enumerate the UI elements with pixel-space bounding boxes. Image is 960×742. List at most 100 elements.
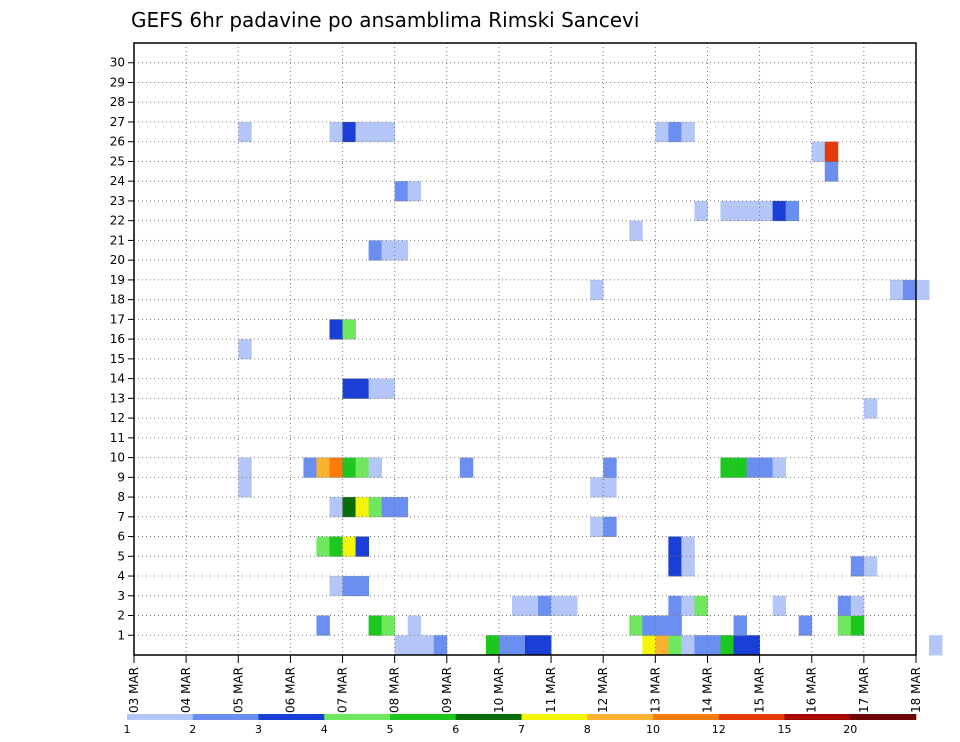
y-tick-label: 28 — [110, 95, 125, 109]
heatmap-cell — [342, 457, 356, 478]
heatmap-cell — [342, 378, 356, 399]
colorbar-swatch — [258, 714, 325, 720]
heatmap-cell — [668, 635, 682, 656]
colorbar-swatch — [587, 714, 654, 720]
heatmap-cell — [668, 595, 682, 616]
heatmap-cell — [316, 536, 330, 557]
heatmap-cell — [368, 121, 383, 143]
x-tick-label: 05 MAR — [231, 667, 245, 713]
heatmap-cell — [394, 181, 409, 202]
colorbar-swatch — [521, 714, 588, 720]
heatmap-cell — [759, 457, 774, 478]
heatmap-cell — [238, 477, 252, 498]
colorbar-label: 4 — [321, 723, 328, 736]
heatmap-cell — [394, 497, 409, 518]
x-tick-label: 08 MAR — [388, 667, 402, 713]
heatmap-cell — [381, 121, 396, 143]
heatmap-cell — [381, 615, 396, 636]
heatmap-cell — [720, 200, 734, 222]
heatmap-cell — [342, 319, 356, 340]
heatmap-cell — [368, 497, 383, 518]
heatmap-cell — [681, 635, 695, 656]
heatmap-cell — [681, 121, 695, 143]
heatmap-cell — [902, 279, 917, 301]
heatmap-cell — [655, 615, 669, 636]
heatmap-cell — [355, 457, 369, 478]
heatmap-cell — [720, 457, 734, 478]
heatmap-cell — [355, 378, 369, 399]
heatmap-cell — [629, 615, 643, 636]
colorbar-label: 20 — [843, 723, 857, 736]
heatmap-cell — [238, 457, 252, 478]
heatmap-cell — [381, 240, 396, 261]
heatmap-cell — [668, 536, 682, 557]
heatmap-cell — [929, 635, 943, 656]
heatmap-cell — [485, 635, 500, 656]
heatmap-cell — [733, 635, 747, 656]
heatmap-cell — [733, 457, 747, 478]
heatmap-cell — [603, 477, 617, 498]
y-tick-label: 23 — [110, 194, 125, 208]
heatmap-cell — [355, 576, 369, 597]
y-tick-label: 15 — [110, 352, 125, 366]
colorbar-label: 12 — [712, 723, 726, 736]
y-tick-label: 21 — [110, 233, 125, 247]
y-tick-label: 18 — [110, 293, 125, 307]
colorbar-swatch — [653, 714, 720, 720]
x-tick-label: 09 MAR — [440, 667, 454, 713]
y-tick-label: 27 — [110, 115, 125, 129]
plot-frame — [133, 42, 917, 656]
y-tick-label: 8 — [117, 490, 125, 504]
y-tick-label: 2 — [117, 609, 125, 623]
heatmap-cell — [355, 497, 369, 518]
y-tick-label: 12 — [110, 411, 125, 425]
heatmap-cell — [694, 200, 708, 222]
y-tick-label: 17 — [110, 312, 125, 326]
colorbar-label: 5 — [387, 723, 394, 736]
y-tick-label: 5 — [117, 549, 125, 563]
heatmap-cell — [342, 576, 356, 597]
heatmap-cell — [681, 556, 695, 577]
x-tick-label: 11 MAR — [544, 667, 558, 713]
heatmap-cell — [668, 615, 682, 636]
heatmap-cell — [329, 536, 343, 557]
y-tick-label: 29 — [110, 75, 125, 89]
colorbar-swatch — [390, 714, 457, 720]
heatmap-cell — [303, 457, 317, 478]
heatmap-cell — [707, 635, 721, 656]
heatmap-cell — [837, 615, 852, 636]
heatmap-cell — [342, 497, 356, 518]
chart-title: GEFS 6hr padavine po ansamblima Rimski S… — [131, 8, 639, 32]
heatmap-cell — [746, 457, 760, 478]
heatmap-cell — [655, 121, 669, 143]
x-tick-label: 13 MAR — [648, 667, 662, 713]
heatmap-cells — [238, 121, 943, 656]
heatmap-cell — [368, 457, 383, 478]
heatmap-cell — [342, 536, 356, 557]
heatmap-cell — [329, 319, 343, 340]
colorbar: 1 2 3 4 5 6 7 8 10 12 15 20 — [124, 714, 917, 736]
heatmap-cell — [603, 457, 617, 478]
colorbar-label: 7 — [518, 723, 525, 736]
heatmap-cell — [746, 635, 760, 656]
y-tick-label: 13 — [110, 391, 125, 405]
heatmap-cell — [433, 635, 448, 656]
heatmap-cell — [511, 595, 526, 616]
x-tick-label: 14 MAR — [700, 667, 714, 713]
heatmap-cell — [238, 121, 252, 143]
y-tick-label: 16 — [110, 332, 125, 346]
heatmap-cell — [368, 615, 383, 636]
heatmap-cell — [525, 635, 539, 656]
heatmap-cell — [407, 635, 422, 656]
heatmap-cell — [329, 121, 343, 143]
y-tick-label: 25 — [110, 154, 125, 168]
colorbar-label: 15 — [778, 723, 792, 736]
heatmap-cell — [329, 457, 343, 478]
heatmap-cell — [525, 595, 539, 616]
heatmap-cell — [238, 339, 252, 360]
heatmap-cell — [772, 595, 787, 616]
heatmap-cell — [850, 556, 865, 577]
x-tick-label: 10 MAR — [492, 667, 506, 713]
y-tick-label: 26 — [110, 135, 125, 149]
heatmap-cell — [772, 457, 787, 478]
